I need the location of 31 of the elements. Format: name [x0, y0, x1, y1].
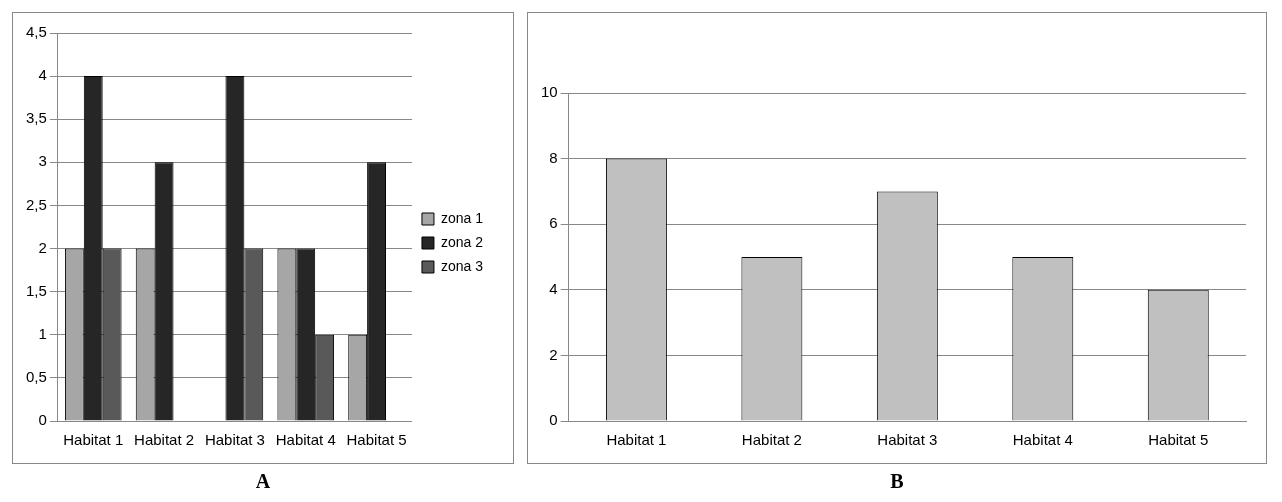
y-tick-label: 8: [549, 148, 558, 166]
y-tick-label: 0: [549, 411, 558, 429]
x-tick-label: Habitat 5: [346, 431, 407, 449]
y-tick-label: 2: [549, 345, 558, 363]
x-tick-label: Habitat 2: [741, 431, 802, 449]
legend-label: zona 3: [440, 257, 484, 274]
y-tick-label: 10: [541, 83, 558, 101]
y-tick-label: 4: [549, 279, 558, 297]
y-tick-label: 4,5: [25, 23, 47, 41]
y-tick-label: 2,5: [25, 195, 47, 213]
y-tick-label: 3: [38, 152, 47, 170]
x-tick-label: Habitat 3: [204, 431, 265, 449]
x-tick-label: Habitat 1: [606, 431, 667, 449]
y-tick-label: 3,5: [25, 109, 47, 127]
y-tick-label: 2: [38, 238, 47, 256]
y-tick-label: 4: [38, 66, 47, 84]
x-tick-label: Habitat 3: [877, 431, 938, 449]
text: A: [254, 470, 272, 493]
x-tick-label: Habitat 4: [1012, 431, 1073, 449]
x-tick-label: Habitat 4: [275, 431, 336, 449]
text: B: [889, 470, 905, 493]
x-tick-label: Habitat 1: [63, 431, 124, 449]
y-tick-label: 0: [38, 411, 47, 429]
y-tick-label: 6: [549, 214, 558, 232]
legend-label: zona 1: [440, 209, 484, 226]
x-tick-label: Habitat 2: [134, 431, 195, 449]
y-tick-label: 1: [38, 324, 47, 342]
x-tick-label: Habitat 5: [1148, 431, 1209, 449]
legend-label: zona 2: [440, 233, 484, 250]
y-tick-label: 0,5: [25, 368, 47, 386]
y-tick-label: 1,5: [25, 281, 47, 299]
